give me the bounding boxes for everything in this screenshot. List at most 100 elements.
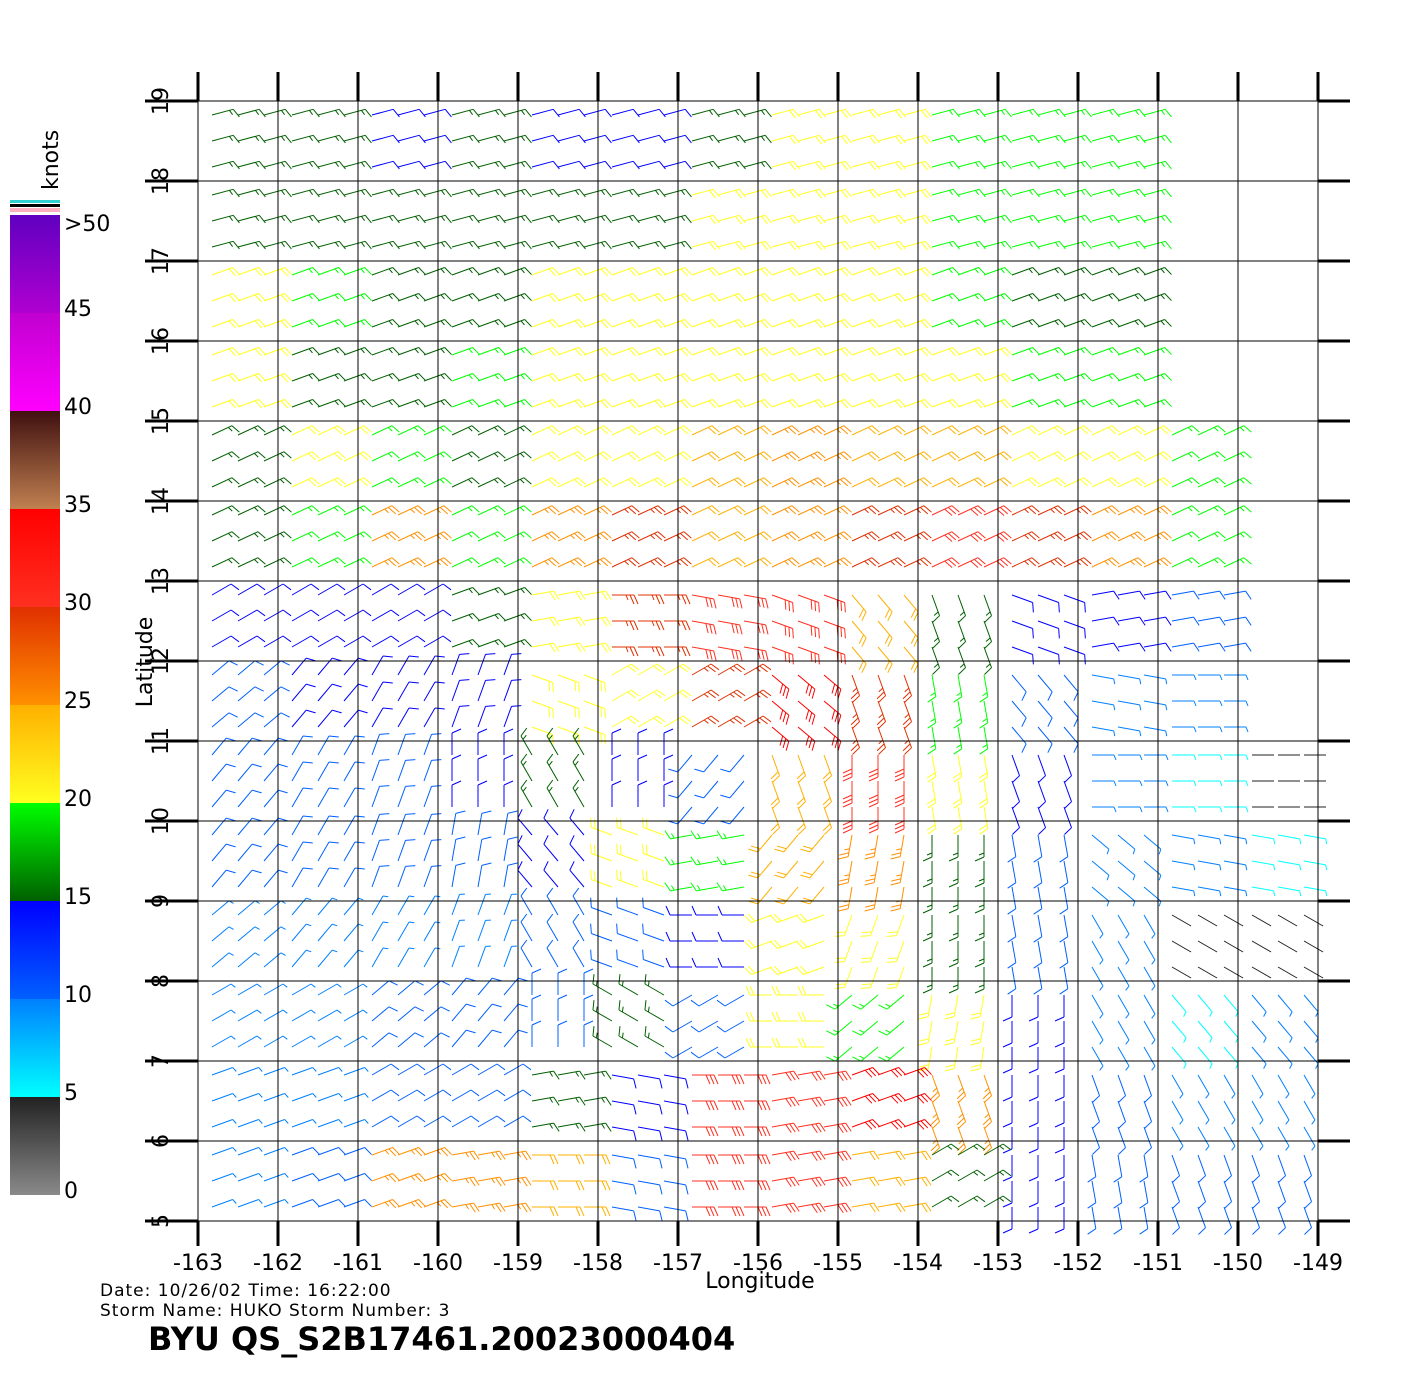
wind-barb: [317, 108, 346, 118]
wind-barb: [1143, 1126, 1152, 1155]
wind-barb: [343, 709, 368, 728]
wind-barb: [263, 983, 288, 996]
y-tick-label: 7: [149, 1054, 174, 1068]
wind-barb: [1143, 1020, 1156, 1045]
wind-barb: [743, 267, 772, 277]
wind-barb: [743, 620, 769, 635]
wind-barb: [851, 1202, 880, 1213]
wind-barb: [451, 653, 470, 676]
wind-barb: [1054, 1181, 1065, 1208]
wind-barb: [397, 160, 426, 170]
wind-barb: [771, 505, 800, 516]
wind-barb: [642, 843, 665, 862]
y-tick-label: 5: [149, 1214, 174, 1228]
wind-barb: [477, 108, 506, 118]
wind-barb: [1277, 834, 1302, 845]
wind-barb: [851, 1176, 880, 1187]
wind-barb: [263, 134, 292, 144]
wind-barb: [477, 1063, 506, 1076]
wind-barb: [343, 1093, 369, 1102]
wind-barb: [663, 1206, 689, 1221]
wind-barb: [691, 160, 720, 170]
wind-barb: [611, 728, 622, 755]
wind-barb: [878, 1046, 905, 1062]
wind-barb: [451, 754, 462, 781]
wind-barb: [263, 425, 292, 436]
wind-barb: [291, 1119, 317, 1128]
wind-barb: [957, 240, 986, 250]
wind-barb: [663, 188, 692, 198]
wind-barb: [211, 347, 240, 357]
wind-barb: [1054, 1047, 1065, 1074]
wind-barb: [663, 754, 674, 781]
wind-barb: [771, 477, 800, 488]
wind-barb: [691, 347, 720, 357]
wind-barb: [569, 809, 585, 836]
wind-barb: [503, 108, 532, 118]
wind-barb: [743, 160, 772, 170]
x-tick-label: -157: [653, 1251, 703, 1276]
wind-barb: [823, 1096, 852, 1108]
wind-barb: [371, 865, 390, 888]
wind-barb: [477, 293, 506, 302]
legend-swatch: [10, 509, 60, 607]
wind-barb: [1117, 700, 1142, 711]
wind-barb: [451, 160, 480, 170]
wind-barb: [371, 399, 400, 408]
wind-barb: [583, 968, 594, 995]
wind-barb: [397, 785, 416, 808]
wind-barb: [503, 347, 532, 356]
wind-barb: [503, 780, 514, 807]
wind-barb: [931, 347, 960, 357]
wind-barb: [583, 616, 612, 627]
wind-barb: [572, 887, 585, 916]
wind-barb: [477, 613, 506, 622]
info-line: Date: 10/26/02 Time: 16:22:00: [100, 1281, 392, 1301]
wind-barb: [948, 835, 959, 862]
wind-barb: [477, 1115, 506, 1128]
wind-barb: [1011, 134, 1040, 144]
wind-barb: [1251, 1126, 1264, 1151]
wind-barb: [263, 1173, 289, 1182]
wind-barb: [903, 240, 932, 251]
wind-barb: [503, 587, 532, 596]
wind-barb: [877, 1067, 906, 1078]
wind-barb: [611, 689, 640, 702]
wind-barb: [397, 1147, 426, 1157]
wind-barb: [451, 240, 480, 250]
wind-barb: [211, 869, 236, 888]
wind-barb: [1143, 373, 1172, 382]
wind-barb: [263, 712, 290, 728]
wind-barb: [797, 267, 826, 277]
wind-barb: [970, 1020, 985, 1046]
wind-barb: [531, 674, 554, 693]
wind-barb: [237, 1199, 263, 1208]
wind-barb: [451, 505, 480, 516]
wind-barb: [1063, 594, 1086, 613]
wind-barb: [531, 160, 560, 170]
wind-barb: [557, 674, 580, 693]
wind-barb: [211, 267, 240, 277]
wind-barb: [397, 214, 426, 224]
wind-barb: [665, 957, 692, 968]
wind-barb: [317, 1093, 343, 1102]
wind-barb: [1037, 780, 1046, 809]
wind-barb: [477, 557, 506, 568]
wind-barb: [823, 319, 852, 329]
wind-barb: [770, 780, 780, 809]
wind-barb: [864, 834, 879, 860]
wind-barb: [611, 531, 640, 542]
wind-barb: [503, 451, 532, 462]
wind-barb: [451, 347, 480, 356]
wind-barb: [903, 293, 932, 303]
wind-barb: [451, 1115, 480, 1128]
wind-barb: [343, 188, 372, 198]
wind-barb: [291, 293, 320, 302]
wind-barb: [263, 214, 292, 224]
wind-barb: [823, 399, 852, 409]
wind-barb: [983, 160, 1012, 170]
wind-barb: [451, 477, 480, 488]
wind-barb: [557, 505, 586, 516]
wind-barb: [851, 347, 880, 357]
wind-barb: [263, 373, 292, 383]
